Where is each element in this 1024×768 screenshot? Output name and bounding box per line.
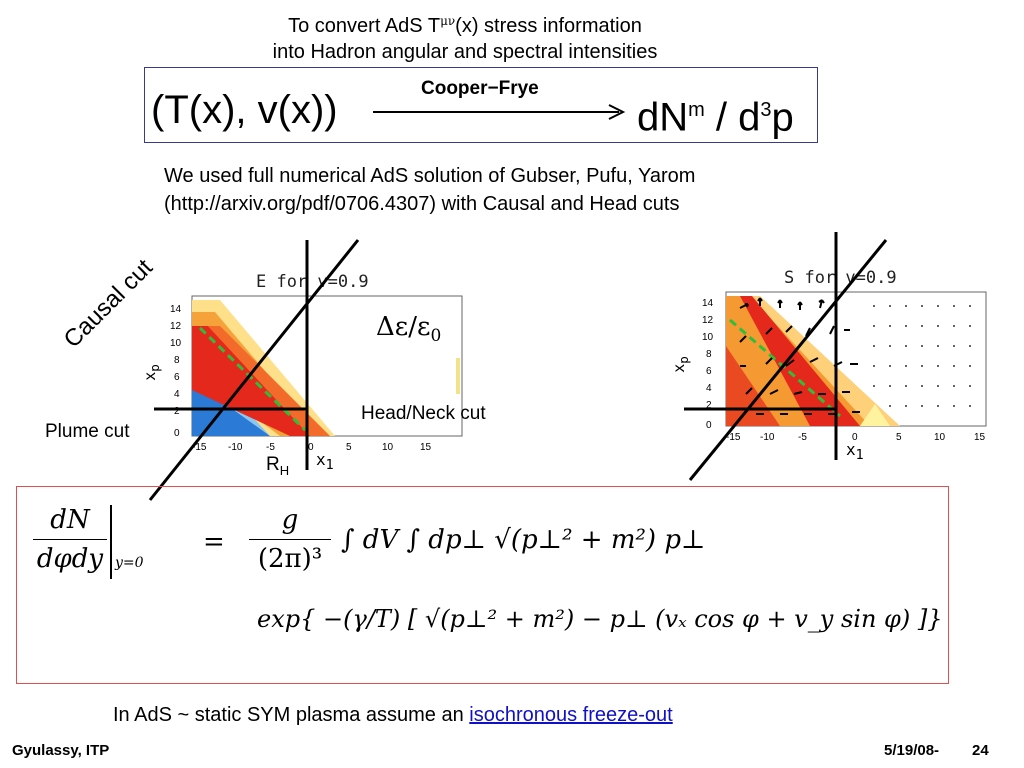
- left-plot-yticks: 14 12 10 8 6 4 2 0: [170, 304, 182, 439]
- cooper-frye-label: Cooper−Frye: [421, 78, 539, 99]
- svg-text:14: 14: [170, 304, 182, 315]
- formula-exp-line: exp{ −(γ/T) [ √(p⊥² + m²) − p⊥ (vₓ cos φ…: [257, 605, 943, 633]
- svg-text:10: 10: [934, 432, 946, 443]
- right-plot-yticks: 14 12 10 8 6 4 2 0: [702, 298, 714, 431]
- evaluation-bar: [110, 505, 112, 579]
- svg-text:8: 8: [174, 355, 180, 366]
- svg-text:5: 5: [896, 432, 902, 443]
- svg-text:6: 6: [706, 366, 712, 377]
- svg-text:0: 0: [706, 420, 712, 431]
- left-plot-xticks: -15 -10 -5 0 5 10 15: [192, 442, 432, 453]
- isochronous-freeze-out-link[interactable]: isochronous freeze-out: [469, 704, 673, 726]
- footer-date: 5/19/08-: [884, 742, 940, 759]
- svg-text:12: 12: [702, 315, 714, 326]
- plume-cut-label: Plume cut: [45, 421, 130, 442]
- cooper-frye-formula-box: dN dφdy y=0 = g (2π)³ ∫ dV ∫ dp⊥ √(p⊥² +…: [16, 486, 949, 684]
- right-plot-title: S for v=0.9: [784, 268, 897, 288]
- head-neck-cut-label: Head/Neck cut: [361, 403, 486, 424]
- freeze-out-note: In AdS ~ static SYM plasma assume an iso…: [113, 704, 673, 726]
- svg-text:-15: -15: [192, 442, 207, 453]
- svg-text:0: 0: [308, 442, 314, 453]
- method-paragraph: We used full numerical AdS solution of G…: [164, 165, 696, 215]
- svg-text:14: 14: [702, 298, 714, 309]
- cooper-frye-box: (T(x), v(x)) Cooper−Frye dNm / d3p: [144, 67, 818, 143]
- left-plot-title: E for v=0.9: [256, 272, 369, 292]
- svg-text:4: 4: [706, 383, 712, 394]
- svg-text:-10: -10: [760, 432, 775, 443]
- right-arrow-icon: [373, 104, 626, 120]
- svg-text:0: 0: [174, 428, 180, 439]
- right-plot-xlabel: x1: [846, 440, 864, 464]
- evaluation-subscript: y=0: [115, 555, 144, 571]
- formula-prefactor: g (2π)³: [249, 505, 331, 574]
- formula-lhs-fraction: dN dφdy: [33, 505, 107, 574]
- svg-text:0: 0: [852, 432, 858, 443]
- grid-dots: [873, 305, 971, 407]
- cooper-frye-lhs: (T(x), v(x)): [151, 88, 338, 132]
- right-plot-xticks: -15 -10 -5 0 5 10 15: [726, 432, 986, 443]
- svg-text:-5: -5: [266, 442, 275, 453]
- energy-ratio-label: Δε/ε0: [376, 312, 442, 347]
- svg-text:2: 2: [706, 400, 712, 411]
- svg-text:8: 8: [706, 349, 712, 360]
- svg-text:10: 10: [702, 332, 714, 343]
- formula-integrals: ∫ dV ∫ dp⊥ √(p⊥² + m²) p⊥: [341, 525, 706, 555]
- svg-text:10: 10: [170, 338, 182, 349]
- formula-equals: =: [203, 527, 225, 557]
- svg-text:10: 10: [382, 442, 394, 453]
- svg-text:-10: -10: [228, 442, 243, 453]
- svg-text:-5: -5: [798, 432, 807, 443]
- svg-text:15: 15: [974, 432, 986, 443]
- svg-text:15: 15: [420, 442, 432, 453]
- footer-author: Gyulassy, ITP: [12, 742, 110, 759]
- svg-text:2: 2: [174, 406, 180, 417]
- cooper-frye-rhs: dNm / d3p: [637, 95, 794, 140]
- rh-label: RH: [266, 454, 290, 478]
- svg-text:6: 6: [174, 372, 180, 383]
- slide-title: To convert AdS Tμν(x) stress information…: [272, 14, 658, 63]
- left-plot-xlabel: x1: [316, 450, 334, 474]
- svg-text:4: 4: [174, 389, 180, 400]
- svg-text:5: 5: [346, 442, 352, 453]
- footer-page-number: 24: [972, 742, 989, 759]
- svg-text:12: 12: [170, 321, 182, 332]
- svg-text:-15: -15: [726, 432, 741, 443]
- velocity-arrows: [739, 297, 860, 415]
